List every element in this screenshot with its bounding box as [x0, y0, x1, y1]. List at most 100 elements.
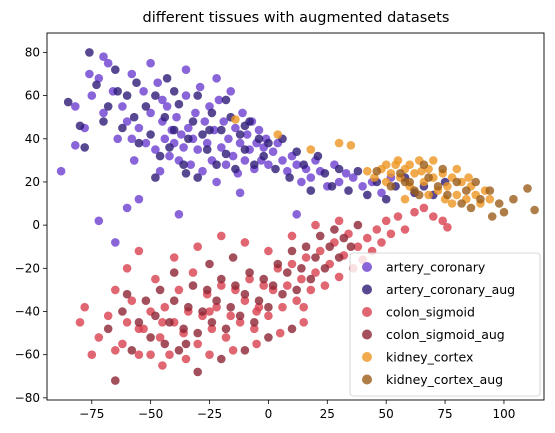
point-colon-sigmoid-53	[353, 242, 363, 251]
point-colon-sigmoid-85	[334, 216, 344, 226]
point-artery-coronary-82	[358, 182, 367, 191]
y-tick-label-7: 60	[25, 89, 40, 103]
point-artery-coronary-aug-40	[292, 147, 302, 156]
point-artery-coronary-96	[146, 58, 155, 68]
point-colon-sigmoid-87	[87, 350, 97, 360]
point-colon-sigmoid-aug-56	[205, 259, 214, 269]
point-colon-sigmoid-83	[287, 231, 297, 241]
point-artery-coronary-aug-7	[122, 91, 132, 100]
point-artery-coronary-aug-8	[129, 112, 139, 122]
point-colon-sigmoid-aug-14	[184, 302, 193, 312]
legend-marker-artery-coronary-aug	[362, 284, 372, 295]
point-artery-coronary-37	[198, 166, 207, 176]
point-artery-coronary-30	[181, 91, 191, 100]
point-artery-coronary-aug-1	[75, 121, 85, 131]
legend-label-colon-sigmoid-aug: colon_sigmoid_aug	[386, 327, 505, 342]
point-kidney-cortex-aug-19	[457, 199, 466, 208]
legend-marker-kidney-cortex	[362, 352, 372, 362]
point-artery-coronary-19	[155, 166, 165, 176]
point-artery-coronary-81	[348, 173, 358, 182]
point-kidney-cortex-aug-2	[396, 169, 405, 178]
point-artery-coronary-aug-66	[181, 169, 191, 178]
point-kidney-cortex-aug-10	[471, 177, 481, 187]
point-artery-coronary-90	[174, 210, 184, 219]
point-kidney-cortex-1	[273, 130, 283, 139]
point-artery-coronary-26	[172, 112, 181, 122]
point-artery-coronary-12	[129, 156, 139, 165]
point-artery-coronary-aug-69	[169, 87, 179, 96]
point-colon-sigmoid-aug-0	[103, 324, 113, 334]
legend-box	[349, 252, 541, 397]
point-colon-sigmoid-80	[217, 231, 226, 241]
point-artery-coronary-aug-44	[320, 169, 330, 178]
point-colon-sigmoid-31	[250, 324, 259, 334]
point-colon-sigmoid-aug-58	[122, 289, 132, 299]
point-colon-sigmoid-aug-52	[240, 346, 250, 355]
point-colon-sigmoid-aug-12	[174, 346, 184, 355]
point-artery-coronary-43	[212, 177, 221, 187]
point-artery-coronary-40	[205, 102, 214, 111]
point-artery-coronary-aug-21	[193, 173, 202, 182]
point-artery-coronary-80	[341, 169, 351, 178]
point-artery-coronary-aug-42	[306, 186, 316, 195]
point-kidney-cortex-36	[429, 156, 438, 165]
point-kidney-cortex-aug-6	[433, 182, 443, 191]
point-artery-coronary-aug-67	[205, 125, 214, 135]
point-kidney-cortex-39	[400, 194, 410, 204]
point-artery-coronary-99	[158, 95, 167, 105]
point-colon-sigmoid-aug-15	[188, 281, 198, 290]
point-artery-coronary-23	[165, 151, 174, 161]
legend-marker-colon-sigmoid-aug	[362, 329, 372, 340]
point-colon-sigmoid-aug-59	[181, 339, 191, 349]
point-kidney-cortex-aug-12	[485, 186, 495, 195]
point-artery-coronary-14	[139, 87, 148, 96]
y-tick-label-1: −60	[15, 348, 40, 362]
point-artery-coronary-aug-18	[179, 160, 188, 169]
point-colon-sigmoid-aug-20	[212, 296, 221, 306]
point-colon-sigmoid-89	[134, 324, 144, 334]
point-colon-sigmoid-70	[158, 361, 167, 370]
point-artery-coronary-aug-6	[118, 123, 127, 133]
point-artery-coronary-9	[118, 102, 127, 111]
point-artery-coronary-13	[134, 123, 144, 133]
point-artery-coronary-72	[297, 177, 306, 187]
point-artery-coronary-17	[151, 145, 160, 154]
point-colon-sigmoid-aug-28	[250, 318, 259, 327]
point-kidney-cortex-aug-20	[438, 164, 448, 174]
point-colon-sigmoid-62	[400, 225, 410, 234]
point-colon-sigmoid-49	[334, 272, 344, 282]
point-artery-coronary-aug-14	[160, 112, 170, 122]
point-kidney-cortex-aug-0	[372, 166, 382, 176]
point-colon-sigmoid-55	[363, 233, 372, 243]
point-artery-coronary-aug-17	[174, 99, 184, 109]
point-artery-coronary-54	[238, 108, 247, 118]
point-artery-coronary-aug-63	[193, 91, 202, 100]
point-artery-coronary-6	[103, 58, 113, 68]
point-colon-sigmoid-68	[122, 264, 132, 273]
point-artery-coronary-8	[113, 134, 122, 144]
point-artery-coronary-aug-46	[334, 164, 344, 174]
point-colon-sigmoid-aug-36	[287, 246, 297, 256]
point-colon-sigmoid-67	[443, 223, 452, 232]
point-colon-sigmoid-43	[306, 285, 316, 295]
point-artery-coronary-aug-23	[202, 145, 212, 154]
point-kidney-cortex-41	[447, 199, 457, 208]
point-colon-sigmoid-33	[259, 281, 269, 290]
point-colon-sigmoid-42	[301, 253, 311, 262]
series-kidney-cortex-aug	[372, 160, 539, 221]
point-artery-coronary-91	[235, 188, 245, 198]
point-colon-sigmoid-12	[160, 302, 170, 312]
point-artery-coronary-21	[160, 134, 170, 144]
point-colon-sigmoid-aug-46	[334, 253, 344, 262]
point-kidney-cortex-aug-16	[523, 184, 532, 193]
point-kidney-cortex-40	[424, 190, 433, 200]
point-artery-coronary-aug-41	[299, 160, 309, 169]
x-tick-label-6: 75	[437, 407, 452, 421]
point-artery-coronary-49	[226, 87, 235, 96]
y-tick-label-2: −40	[15, 304, 40, 318]
point-colon-sigmoid-46	[320, 281, 330, 290]
point-colon-sigmoid-aug-35	[283, 268, 292, 277]
point-artery-coronary-56	[242, 130, 252, 139]
legend-marker-colon-sigmoid	[362, 307, 372, 317]
